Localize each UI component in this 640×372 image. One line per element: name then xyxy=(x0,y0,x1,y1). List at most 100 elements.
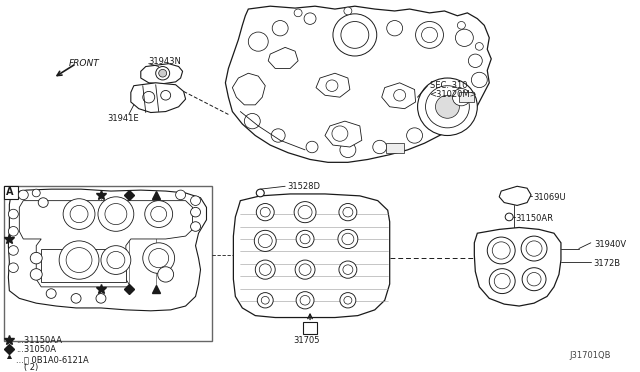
Circle shape xyxy=(257,293,273,308)
Circle shape xyxy=(59,241,99,279)
Circle shape xyxy=(340,293,356,308)
Circle shape xyxy=(30,252,42,264)
Circle shape xyxy=(19,190,28,200)
Circle shape xyxy=(296,292,314,309)
Circle shape xyxy=(298,205,312,219)
Polygon shape xyxy=(325,121,362,147)
Circle shape xyxy=(272,20,288,36)
Text: ...31150AA: ...31150AA xyxy=(17,336,62,345)
Circle shape xyxy=(271,129,285,142)
Circle shape xyxy=(259,264,271,275)
Circle shape xyxy=(8,263,19,273)
Circle shape xyxy=(332,126,348,141)
Text: 31705: 31705 xyxy=(293,336,319,345)
Circle shape xyxy=(342,233,354,245)
Circle shape xyxy=(505,213,513,221)
Circle shape xyxy=(489,269,515,294)
Bar xyxy=(303,322,317,334)
Polygon shape xyxy=(141,64,182,84)
Circle shape xyxy=(343,207,353,217)
Circle shape xyxy=(32,189,40,197)
Bar xyxy=(386,143,404,153)
Circle shape xyxy=(248,32,268,51)
Circle shape xyxy=(143,92,155,103)
Circle shape xyxy=(372,140,387,154)
Circle shape xyxy=(256,189,264,197)
Text: 31150AR: 31150AR xyxy=(515,214,553,223)
Circle shape xyxy=(159,70,166,77)
Circle shape xyxy=(394,90,406,101)
Circle shape xyxy=(306,141,318,153)
Circle shape xyxy=(295,260,315,279)
Circle shape xyxy=(417,78,477,135)
Circle shape xyxy=(468,54,483,67)
Text: A: A xyxy=(6,187,14,197)
Text: SEC. 310: SEC. 310 xyxy=(429,81,467,90)
Circle shape xyxy=(339,203,357,221)
Circle shape xyxy=(512,194,516,198)
Circle shape xyxy=(299,264,311,275)
Circle shape xyxy=(46,289,56,298)
Polygon shape xyxy=(268,47,298,68)
Circle shape xyxy=(387,20,403,36)
Circle shape xyxy=(494,273,510,289)
Polygon shape xyxy=(19,201,193,287)
Text: 3172B: 3172B xyxy=(593,259,620,268)
Circle shape xyxy=(63,199,95,230)
Circle shape xyxy=(66,248,92,273)
Bar xyxy=(4,186,19,199)
Text: ( 2): ( 2) xyxy=(17,363,38,372)
Bar xyxy=(460,92,474,102)
Circle shape xyxy=(96,294,106,303)
Text: 31941E: 31941E xyxy=(107,115,138,124)
Circle shape xyxy=(521,236,547,261)
Text: <31020M>: <31020M> xyxy=(429,90,477,99)
Bar xyxy=(4,186,212,341)
Circle shape xyxy=(476,42,483,50)
Circle shape xyxy=(71,294,81,303)
Circle shape xyxy=(145,201,173,227)
Circle shape xyxy=(522,268,546,291)
Circle shape xyxy=(458,22,465,29)
Circle shape xyxy=(161,90,171,100)
Circle shape xyxy=(296,230,314,248)
Circle shape xyxy=(151,206,166,222)
Circle shape xyxy=(98,197,134,231)
Circle shape xyxy=(294,9,302,17)
Circle shape xyxy=(426,86,469,128)
Circle shape xyxy=(261,296,269,304)
Polygon shape xyxy=(225,6,492,162)
Circle shape xyxy=(452,89,470,106)
Text: A: A xyxy=(305,323,312,333)
Circle shape xyxy=(191,207,200,217)
Circle shape xyxy=(244,113,260,129)
Text: FRONT: FRONT xyxy=(69,59,100,68)
Circle shape xyxy=(341,22,369,48)
Polygon shape xyxy=(131,83,186,112)
Text: ...Ⓑ 0B1A0-6121A: ...Ⓑ 0B1A0-6121A xyxy=(17,355,89,364)
Bar xyxy=(41,248,126,282)
Circle shape xyxy=(175,190,186,200)
Circle shape xyxy=(259,234,272,248)
Circle shape xyxy=(487,237,515,264)
Circle shape xyxy=(415,22,444,48)
Circle shape xyxy=(294,202,316,223)
Polygon shape xyxy=(474,227,561,306)
Circle shape xyxy=(8,209,19,219)
Circle shape xyxy=(406,128,422,143)
Circle shape xyxy=(509,191,519,201)
Circle shape xyxy=(340,142,356,157)
Circle shape xyxy=(344,7,352,15)
Text: J31701QB: J31701QB xyxy=(569,351,611,360)
Circle shape xyxy=(526,241,542,256)
Circle shape xyxy=(304,13,316,25)
Circle shape xyxy=(333,14,377,56)
Circle shape xyxy=(492,242,510,259)
Circle shape xyxy=(300,295,310,305)
Text: 31943N: 31943N xyxy=(148,57,182,66)
Circle shape xyxy=(148,248,169,268)
Circle shape xyxy=(8,227,19,236)
Polygon shape xyxy=(232,73,265,105)
Circle shape xyxy=(143,243,175,273)
Circle shape xyxy=(338,230,358,248)
